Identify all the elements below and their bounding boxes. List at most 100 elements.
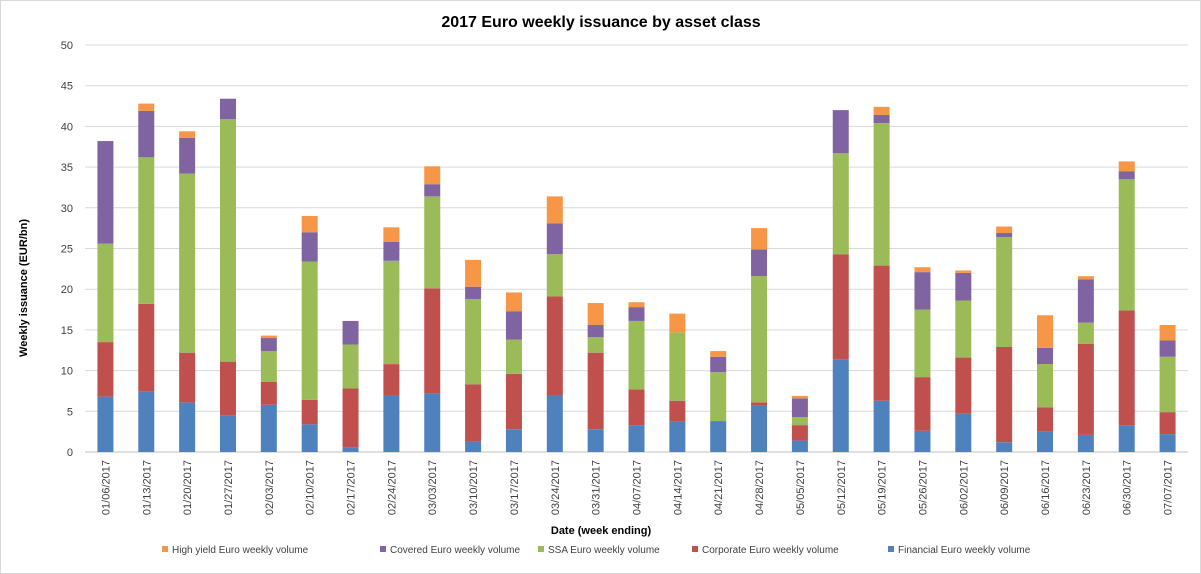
bar-segment xyxy=(955,270,972,273)
bar-segment xyxy=(1118,310,1135,426)
legend-swatch xyxy=(692,546,698,552)
bar-segment xyxy=(301,215,318,233)
bar-segment xyxy=(260,381,277,405)
bar-segment xyxy=(914,309,931,378)
legend-entry: High yield Euro weekly volume xyxy=(172,545,309,556)
bar-segment xyxy=(424,393,441,452)
bar-segment xyxy=(505,311,522,340)
x-tick-label: 04/07/2017 xyxy=(632,460,644,515)
bar-segment xyxy=(1037,431,1054,452)
bar-segment xyxy=(751,402,768,406)
bar-segment xyxy=(219,98,236,120)
bar-segment xyxy=(1118,171,1135,180)
x-axis: 01/06/2017 01/13/2017 01/20/2017 01/27/2017… xyxy=(100,460,1174,515)
x-tick-label: 02/10/2017 xyxy=(305,460,317,515)
bar-segment xyxy=(97,396,114,452)
bar-segment xyxy=(669,400,686,422)
bar-segment xyxy=(996,442,1013,452)
bar-segment xyxy=(260,338,277,352)
y-tick-label: 45 xyxy=(61,81,73,93)
chart-title: 2017 Euro weekly issuance by asset class xyxy=(441,14,760,31)
legend-swatch xyxy=(538,546,544,552)
bar-segment xyxy=(1077,343,1094,435)
bar-segment xyxy=(505,292,522,312)
bar-segment xyxy=(179,131,196,138)
bar-segment xyxy=(424,184,441,197)
x-tick-label: 01/20/2017 xyxy=(182,460,194,515)
bar-segment xyxy=(465,298,482,385)
x-tick-label: 04/14/2017 xyxy=(672,460,684,515)
legend-swatch xyxy=(162,546,168,552)
bar-segment xyxy=(342,388,359,448)
bar-segment xyxy=(1037,347,1054,365)
bar-segment xyxy=(628,307,645,321)
bar-segment xyxy=(260,404,277,452)
bar-segment xyxy=(1037,315,1054,348)
bar-segment xyxy=(669,332,686,401)
bar-segment xyxy=(260,335,277,339)
x-tick-label: 03/17/2017 xyxy=(509,460,521,515)
bar-segment xyxy=(751,249,768,277)
bar-segment xyxy=(383,241,400,261)
bar-segment xyxy=(914,272,931,310)
bar-segment xyxy=(138,110,155,158)
x-tick-label: 03/24/2017 xyxy=(550,460,562,515)
bar-segment xyxy=(301,424,318,452)
bar-segment xyxy=(546,254,563,297)
bar-segment xyxy=(505,339,522,374)
bar-segment xyxy=(1159,340,1176,357)
x-tick-label: 02/24/2017 xyxy=(386,460,398,515)
x-tick-label: 01/27/2017 xyxy=(223,460,235,515)
legend-swatch xyxy=(380,546,386,552)
bar-segment xyxy=(710,372,727,422)
bar-segment xyxy=(587,337,604,353)
bar-segment xyxy=(383,227,400,242)
bar-segment xyxy=(955,272,972,301)
bar-segment xyxy=(587,352,604,430)
bar-segment xyxy=(138,303,155,392)
bar-segment xyxy=(505,373,522,430)
bar-segment xyxy=(505,429,522,452)
bar-segment xyxy=(1159,434,1176,452)
legend-entry: Financial Euro weekly volume xyxy=(898,545,1031,556)
bar-segment xyxy=(383,260,400,365)
y-tick-label: 0 xyxy=(67,447,73,459)
bar-segment xyxy=(1118,161,1135,172)
bar-segment xyxy=(465,384,482,442)
bar-segment xyxy=(179,137,196,174)
legend-swatch xyxy=(888,546,894,552)
bar-segment xyxy=(628,302,645,308)
x-tick-label: 05/12/2017 xyxy=(836,460,848,515)
bar-segment xyxy=(179,402,196,452)
bar-segment xyxy=(97,342,114,397)
bar-segment xyxy=(996,237,1013,347)
bar-segment xyxy=(669,421,686,452)
bar-segment xyxy=(914,267,931,273)
bar-segment xyxy=(424,166,441,185)
x-tick-label: 01/13/2017 xyxy=(141,460,153,515)
bar-segment xyxy=(955,413,972,452)
x-tick-label: 05/05/2017 xyxy=(795,460,807,515)
x-tick-label: 03/31/2017 xyxy=(591,460,603,515)
bar-segment xyxy=(628,425,645,452)
x-tick-label: 06/23/2017 xyxy=(1081,460,1093,515)
bars xyxy=(97,98,1176,452)
x-tick-label: 05/19/2017 xyxy=(877,460,889,515)
bar-segment xyxy=(1118,179,1135,311)
x-tick-label: 03/03/2017 xyxy=(427,460,439,515)
bar-segment xyxy=(628,320,645,390)
y-tick-label: 50 xyxy=(61,40,73,52)
bar-segment xyxy=(873,106,890,116)
x-tick-label: 04/28/2017 xyxy=(754,460,766,515)
x-tick-label: 06/09/2017 xyxy=(999,460,1011,515)
x-tick-label: 01/06/2017 xyxy=(100,460,112,515)
bar-segment xyxy=(791,398,808,417)
bar-segment xyxy=(587,325,604,338)
bar-segment xyxy=(546,395,563,452)
bar-segment xyxy=(301,261,318,400)
bar-segment xyxy=(914,377,931,431)
bar-segment xyxy=(1037,364,1054,408)
bar-segment xyxy=(955,300,972,358)
legend-entry: SSA Euro weekly volume xyxy=(548,545,660,556)
